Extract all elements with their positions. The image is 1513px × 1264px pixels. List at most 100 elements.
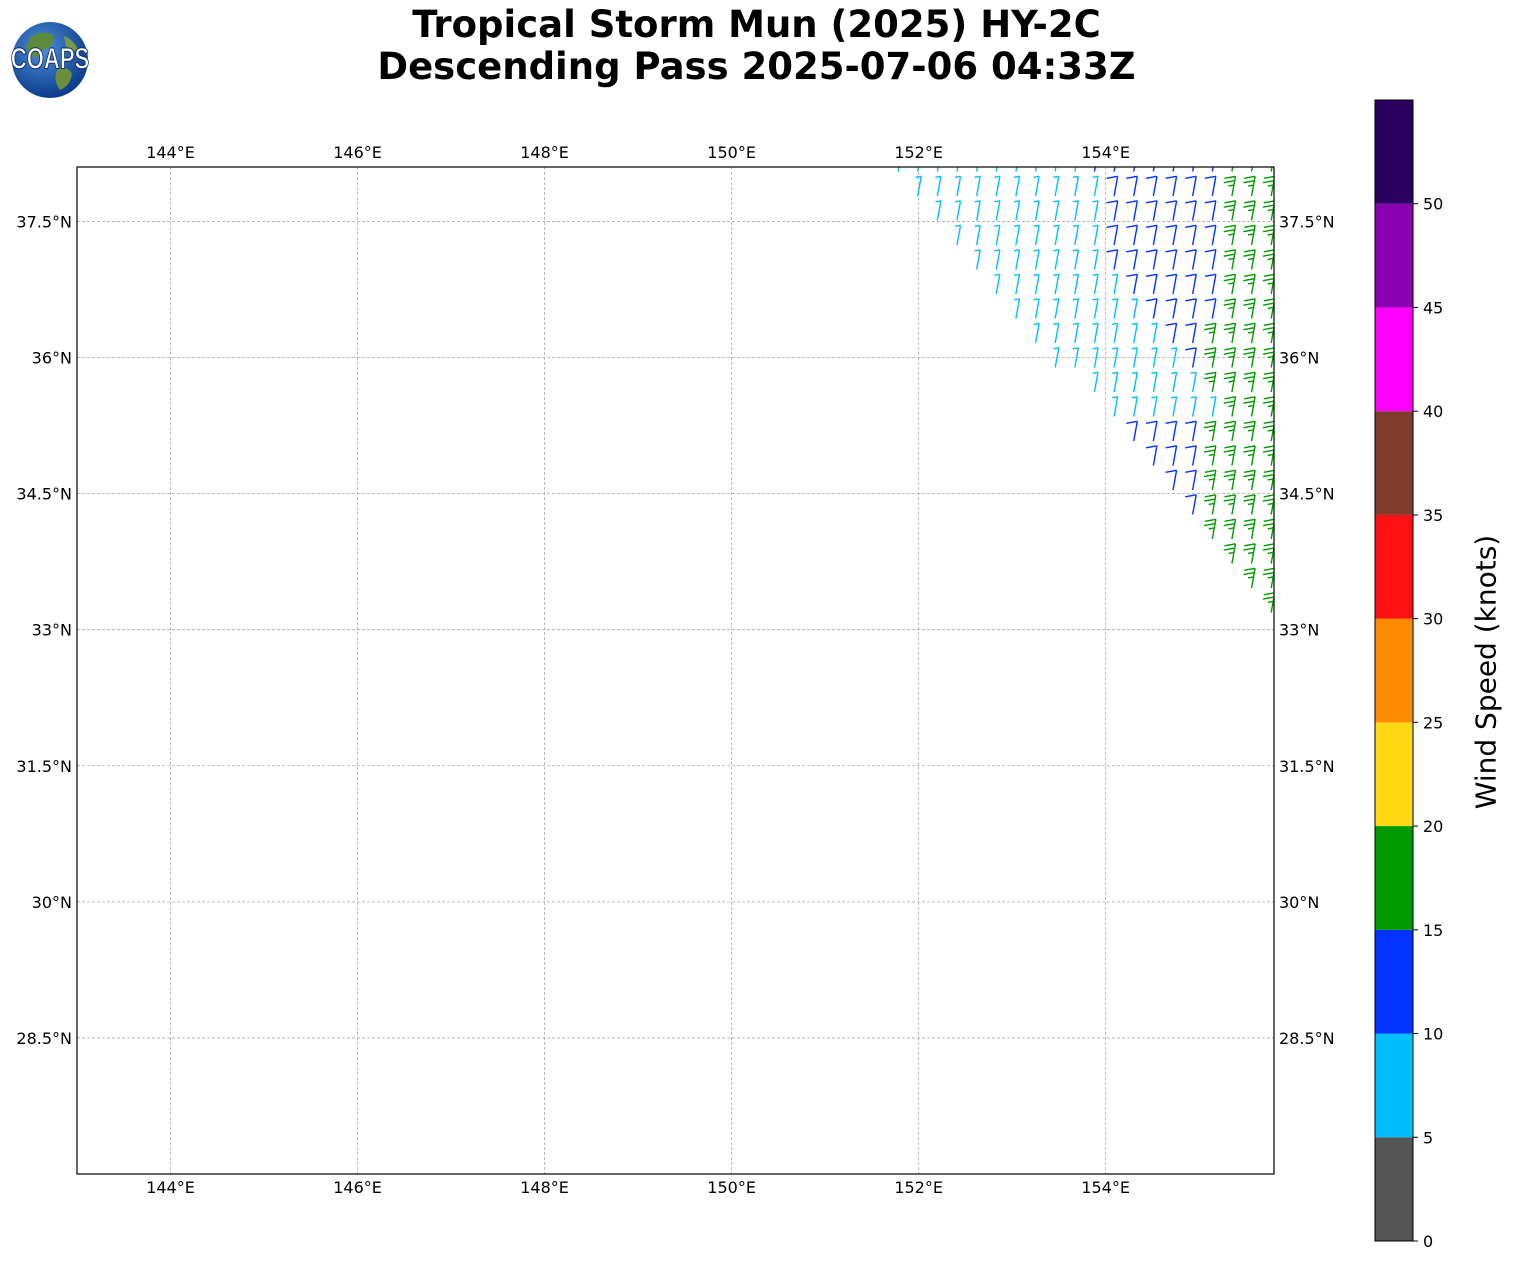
wind-barb-half-feather (1208, 478, 1215, 481)
wind-barb-feather (1263, 420, 1274, 424)
wind-barb (935, 200, 942, 221)
wind-barb-staff (1074, 176, 1080, 197)
wind-barb-half-feather (1247, 380, 1254, 383)
wind-barb-half-feather (915, 175, 922, 179)
wind-barb-feather (1224, 224, 1236, 229)
wind-barb (1106, 200, 1119, 221)
wind-barb-half-feather (1228, 282, 1235, 285)
wind-barb-half-feather (1208, 380, 1215, 383)
wind-barb-feather (1263, 347, 1274, 351)
wind-barb-feather (1244, 224, 1256, 229)
lat-label-right: 33°N (1279, 621, 1319, 640)
wind-barb-staff (1015, 176, 1021, 197)
wind-barb-feather (1145, 200, 1158, 204)
wind-barb-staff (1270, 397, 1274, 417)
wind-barb-feather (1223, 204, 1235, 208)
wind-barb-feather (1263, 543, 1274, 547)
wind-barb-feather (1185, 347, 1197, 351)
wind-barb (1112, 273, 1119, 295)
wind-barb-staff (1133, 200, 1138, 221)
wind-barb-staff (1113, 200, 1119, 221)
wind-barb-staff (1270, 176, 1274, 197)
wind-barb-staff (1270, 348, 1274, 368)
wind-barb-feather (1243, 449, 1255, 453)
wind-barb-half-feather (1092, 322, 1099, 326)
wind-barb (897, 167, 900, 172)
wind-barb (1243, 371, 1256, 393)
wind-barb-feather (1262, 571, 1274, 576)
wind-barb-half-feather (1033, 298, 1040, 301)
wind-barb (1092, 298, 1099, 319)
wind-barb (1053, 298, 1060, 319)
wind-barb-feather (1243, 351, 1255, 355)
wind-barb-feather (1185, 249, 1197, 253)
wind-barb-feather (1243, 326, 1255, 331)
wind-barb (1262, 567, 1274, 589)
wind-barb-half-feather (1267, 355, 1274, 359)
wind-barb-half-feather (1208, 355, 1215, 359)
wind-barb (1262, 298, 1274, 319)
wind-barb-half-feather (1228, 306, 1235, 310)
wind-barb (1262, 396, 1274, 417)
wind-barb (1223, 347, 1237, 368)
wind-barb (1112, 322, 1119, 344)
wind-barb-staff (1191, 347, 1197, 368)
wind-barb-staff (1211, 396, 1217, 417)
wind-barb-staff (1113, 396, 1119, 417)
wind-barb (1172, 167, 1175, 172)
wind-barb (954, 200, 962, 221)
wind-barb-feather (1204, 249, 1216, 253)
wind-barb (1131, 371, 1138, 393)
wind-barb (1262, 469, 1274, 491)
wind-barb-staff (1015, 274, 1021, 295)
lat-label-right: 37.5°N (1279, 212, 1335, 231)
wind-barb-staff (1250, 543, 1256, 564)
wind-barb-staff (1152, 225, 1158, 246)
wind-barb-staff (1231, 225, 1237, 246)
colorbar-bin (1375, 618, 1413, 723)
wind-barb (1092, 371, 1099, 393)
wind-barb-half-feather (1112, 298, 1118, 301)
wind-barb-feather (1204, 494, 1216, 498)
wind-barb-half-feather (1112, 347, 1118, 350)
wind-barb-feather (1223, 473, 1235, 478)
wind-barb (1185, 224, 1197, 246)
wind-barb-staff (1211, 249, 1217, 270)
chart-title: Tropical Storm Mun (2025) HY-2C Descendi… (0, 4, 1513, 88)
wind-barb-feather (1223, 351, 1235, 355)
wind-barb-half-feather (1112, 396, 1118, 399)
wind-barb (1191, 167, 1195, 172)
wind-barb (1165, 224, 1178, 246)
wind-barb-half-feather (1092, 298, 1099, 301)
wind-barb-half-feather (1033, 273, 1040, 277)
wind-barb-feather (1165, 224, 1177, 229)
wind-barb-feather (1243, 473, 1255, 478)
wind-barb (1204, 298, 1217, 319)
wind-barb-staff (956, 200, 962, 221)
wind-barb-staff (1191, 225, 1197, 246)
wind-barb-half-feather (935, 200, 942, 203)
colorbar-bin (1375, 411, 1413, 515)
wind-barb (1190, 396, 1197, 417)
wind-barb-staff (975, 200, 981, 221)
wind-barb-staff (1191, 323, 1197, 344)
wind-barb-feather (1165, 469, 1177, 473)
wind-barb-staff (1133, 167, 1136, 172)
wind-barb (1243, 273, 1256, 295)
wind-barb-staff (1172, 470, 1178, 491)
wind-barb-feather (1145, 249, 1158, 253)
lon-label-top: 146°E (333, 143, 382, 162)
wind-barb-feather (1203, 424, 1216, 429)
wind-barb-staff (1211, 176, 1217, 197)
wind-barb-feather (1263, 494, 1274, 498)
wind-barb (1243, 543, 1256, 564)
wind-barb (1223, 543, 1237, 564)
wind-barb (1204, 200, 1217, 221)
wind-barb-feather (1223, 522, 1235, 527)
wind-barb (995, 167, 998, 172)
lon-label-bottom: 146°E (333, 1178, 382, 1197)
wind-barb-staff (1250, 445, 1256, 466)
wind-barb-staff (1172, 372, 1178, 393)
wind-barb (1145, 200, 1158, 221)
wind-barb-staff (1191, 274, 1197, 295)
